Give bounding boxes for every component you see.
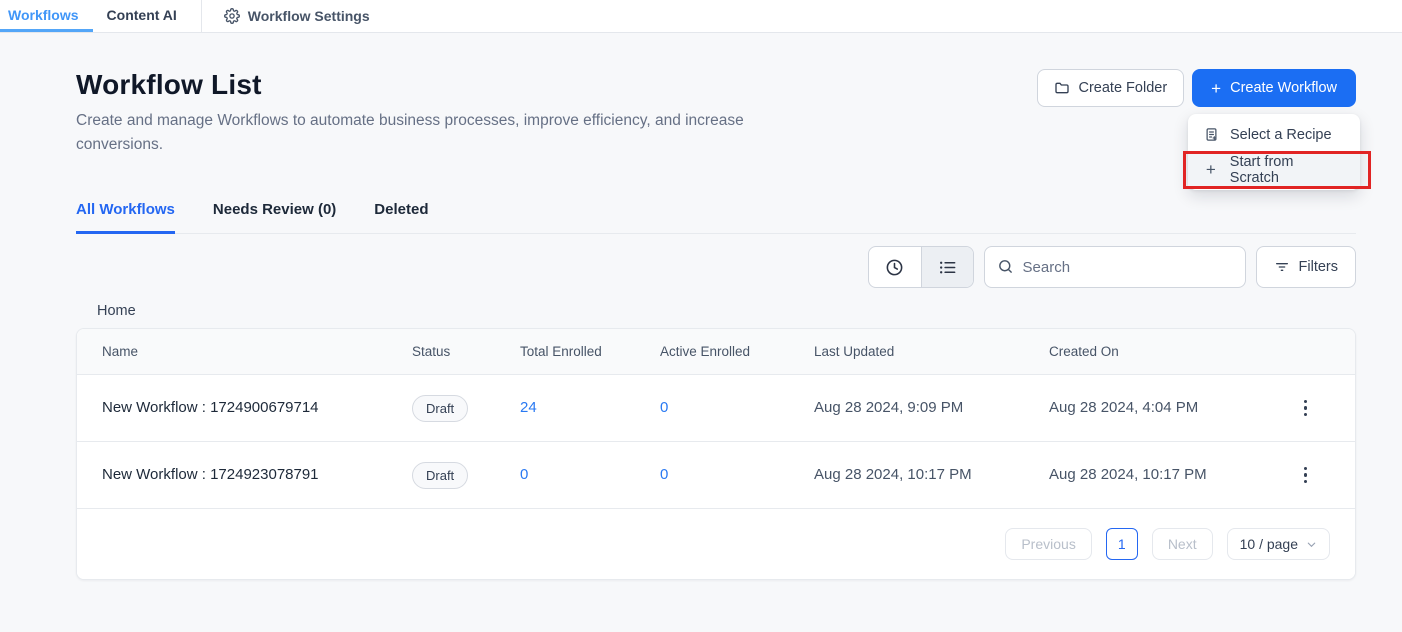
plus-icon: + xyxy=(1205,160,1216,179)
create-folder-label: Create Folder xyxy=(1078,80,1168,96)
workflow-tabs: All Workflows Needs Review (0) Deleted xyxy=(76,201,1356,235)
kebab-menu-icon[interactable] xyxy=(1298,463,1314,488)
view-toggle xyxy=(867,246,974,289)
workflow-table: Name Status Total Enrolled Active Enroll… xyxy=(76,328,1356,581)
menu-item-start-from-scratch[interactable]: + Start from Scratch xyxy=(1183,151,1371,189)
total-enrolled-link[interactable]: 24 xyxy=(520,399,537,417)
nav-divider xyxy=(200,0,202,32)
created-on-value: Aug 28 2024, 10:17 PM xyxy=(1049,466,1207,484)
active-enrolled-link[interactable]: 0 xyxy=(660,399,669,417)
folder-icon xyxy=(1054,80,1070,96)
create-folder-button[interactable]: Create Folder xyxy=(1036,69,1185,107)
tab-needs-review[interactable]: Needs Review (0) xyxy=(212,201,337,219)
toolbar: Filters xyxy=(76,246,1356,289)
page-size-select[interactable]: 10 / page xyxy=(1226,528,1330,561)
nav-tab-content-ai-label: Content AI xyxy=(106,6,177,23)
previous-page-button[interactable]: Previous xyxy=(1005,528,1092,561)
filters-button[interactable]: Filters xyxy=(1255,246,1356,289)
page-title: Workflow List xyxy=(76,69,262,100)
gear-icon xyxy=(223,8,240,24)
filters-label: Filters xyxy=(1298,259,1338,276)
nav-tab-workflow-settings[interactable]: Workflow Settings xyxy=(212,0,382,32)
chevron-down-icon xyxy=(1306,539,1317,550)
next-page-button[interactable]: Next xyxy=(1151,528,1213,561)
nav-tab-workflow-settings-label: Workflow Settings xyxy=(247,8,370,24)
page-subtitle: Create and manage Workflows to automate … xyxy=(76,112,744,154)
tab-deleted[interactable]: Deleted xyxy=(374,201,429,219)
table-row: New Workflow : 1724900679714 Draft 24 0 … xyxy=(77,375,1355,443)
breadcrumb-home[interactable]: Home xyxy=(97,303,136,320)
recipe-document-icon xyxy=(1203,127,1219,142)
page-size-value: 10 / page xyxy=(1239,536,1298,553)
top-navigation: Workflows Content AI Workflow Settings xyxy=(0,0,1402,33)
search-icon xyxy=(997,258,1014,275)
menu-item-start-from-scratch-label: Start from Scratch xyxy=(1229,153,1294,186)
column-header-last-updated: Last Updated xyxy=(814,344,895,360)
header-actions: Create Folder + Create Workflow Sele xyxy=(1036,69,1371,190)
create-workflow-label: Create Workflow xyxy=(1230,80,1337,96)
workflow-name-link[interactable]: New Workflow : 1724923078791 xyxy=(102,466,319,484)
nav-tab-content-ai[interactable]: Content AI xyxy=(93,0,191,32)
last-updated-value: Aug 28 2024, 10:17 PM xyxy=(814,466,972,484)
table-row: New Workflow : 1724923078791 Draft 0 0 A… xyxy=(77,442,1355,510)
status-badge: Draft xyxy=(412,394,469,422)
column-header-status: Status xyxy=(412,344,451,360)
nav-tab-workflows-label: Workflows xyxy=(8,6,79,23)
clock-icon xyxy=(885,258,904,277)
column-header-total-enrolled: Total Enrolled xyxy=(520,344,602,360)
workflow-name-link[interactable]: New Workflow : 1724900679714 xyxy=(102,399,319,417)
active-enrolled-link[interactable]: 0 xyxy=(660,466,669,484)
filter-lines-icon xyxy=(1274,259,1290,275)
pagination: Previous 1 Next 10 / page xyxy=(77,509,1355,580)
total-enrolled-link[interactable]: 0 xyxy=(520,466,529,484)
column-header-active-enrolled: Active Enrolled xyxy=(660,344,751,360)
search-box xyxy=(983,246,1246,289)
page-header-text: Workflow List Create and manage Workflow… xyxy=(76,69,818,157)
created-on-value: Aug 28 2024, 4:04 PM xyxy=(1049,399,1199,417)
column-header-name: Name xyxy=(102,344,139,360)
status-badge: Draft xyxy=(412,461,469,489)
kebab-menu-icon[interactable] xyxy=(1298,396,1314,421)
page-number-button[interactable]: 1 xyxy=(1105,528,1138,561)
page-header: Workflow List Create and manage Workflow… xyxy=(76,69,1371,190)
nav-tab-workflows[interactable]: Workflows xyxy=(0,0,93,32)
history-view-button[interactable] xyxy=(869,247,921,287)
table-header-row: Name Status Total Enrolled Active Enroll… xyxy=(77,329,1355,376)
menu-item-select-a-recipe-label: Select a Recipe xyxy=(1230,126,1332,143)
create-workflow-dropdown: Select a Recipe + Start from Scratch xyxy=(1183,114,1371,190)
plus-icon: + xyxy=(1211,78,1222,98)
list-icon xyxy=(938,258,957,277)
list-view-button[interactable] xyxy=(920,247,973,288)
create-workflow-button[interactable]: + Create Workflow xyxy=(1192,69,1356,107)
column-header-created-on: Created On xyxy=(1049,344,1119,360)
tab-all-workflows[interactable]: All Workflows xyxy=(76,201,175,235)
last-updated-value: Aug 28 2024, 9:09 PM xyxy=(814,399,964,417)
menu-item-select-a-recipe[interactable]: Select a Recipe xyxy=(1188,117,1360,152)
search-input[interactable] xyxy=(983,246,1246,289)
